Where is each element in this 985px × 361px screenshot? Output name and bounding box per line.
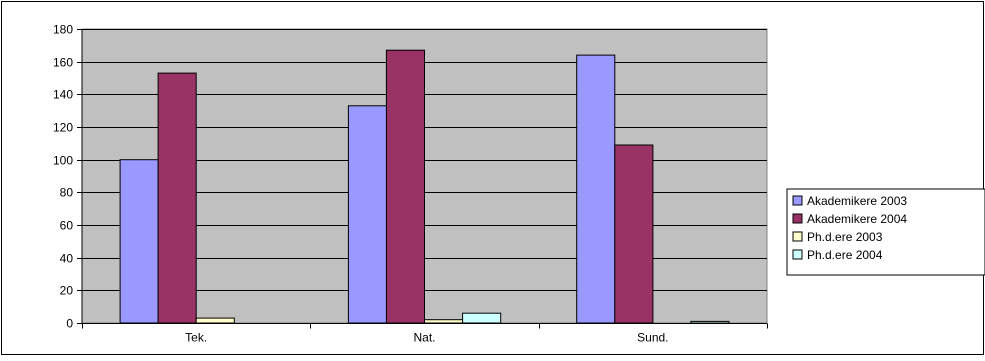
y-tick-label: 0 <box>66 317 73 331</box>
y-tick-label: 40 <box>60 252 74 266</box>
y-axis: 0 20 40 60 80 100 120 140 160 180 <box>53 23 83 331</box>
legend-swatch <box>792 231 803 242</box>
bar-ph-d-ere-2003-tek <box>195 317 235 324</box>
y-tick-label: 80 <box>60 186 74 200</box>
x-tick-label: Nat. <box>413 331 435 345</box>
legend-label: Ph.d.ere 2003 <box>807 230 883 244</box>
legend: Akademikere 2003 Akademikere 2004 Ph.d.ere… <box>786 188 985 276</box>
x-tick-label: Sund. <box>637 331 668 345</box>
bar-akademikere-2003-nat <box>347 105 387 324</box>
y-tick-label: 120 <box>53 121 73 135</box>
bar-akademikere-2004-nat <box>385 49 425 324</box>
bars <box>119 49 730 324</box>
y-tick-label: 20 <box>60 284 74 298</box>
bar-akademikere-2004-tek <box>157 72 197 324</box>
x-axis: Tek. Nat. Sund. <box>82 323 768 345</box>
y-tick-label: 100 <box>53 154 73 168</box>
bar-akademikere-2004-sund <box>614 144 654 324</box>
legend-label: Akademikere 2003 <box>807 194 907 208</box>
bar-ph-d-ere-2004-nat <box>462 312 502 324</box>
y-tick-label: 180 <box>53 23 73 37</box>
legend-label: Ph.d.ere 2004 <box>807 248 883 262</box>
bar-akademikere-2003-sund <box>576 54 616 324</box>
legend-box <box>786 188 985 276</box>
y-tick-label: 160 <box>53 56 73 70</box>
bar-ph-d-ere-2004-sund <box>690 320 730 324</box>
legend-label: Akademikere 2004 <box>807 212 907 226</box>
y-tick-label: 140 <box>53 88 73 102</box>
x-tick-label: Tek. <box>185 331 207 345</box>
bar-ph-d-ere-2003-nat <box>424 319 464 324</box>
legend-swatch <box>792 195 803 206</box>
bar-akademikere-2003-tek <box>119 159 159 324</box>
legend-swatch <box>792 213 803 224</box>
legend-swatch <box>792 249 803 260</box>
y-tick-label: 60 <box>60 219 74 233</box>
